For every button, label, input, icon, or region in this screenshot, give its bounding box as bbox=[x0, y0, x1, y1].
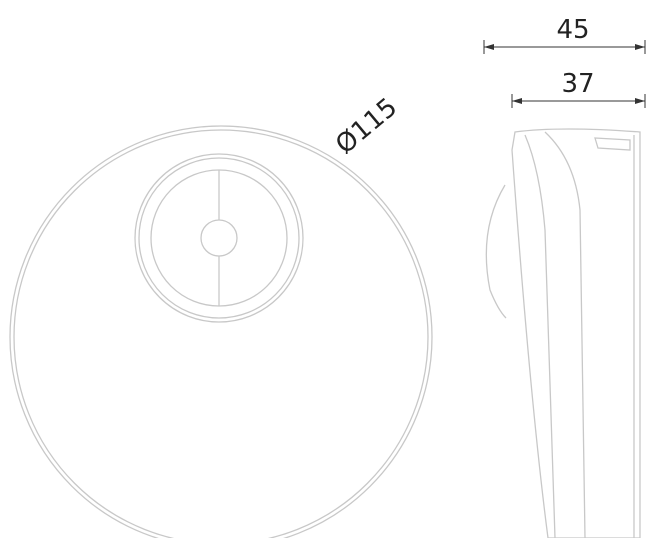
side-body bbox=[511, 128, 641, 538]
front-view bbox=[9, 125, 433, 538]
side-notch bbox=[594, 137, 631, 151]
side-lens bbox=[485, 184, 507, 319]
dimension-37: 37 bbox=[511, 69, 646, 108]
sensor-ring bbox=[134, 153, 304, 323]
outer-circle bbox=[9, 125, 433, 538]
side-view bbox=[485, 128, 641, 538]
outer-circle-inner bbox=[13, 129, 429, 538]
dimension-45: 45 bbox=[483, 15, 646, 54]
sensor-center bbox=[200, 219, 238, 257]
arrow bbox=[635, 44, 645, 50]
depth-label: 37 bbox=[561, 69, 594, 99]
side-edge-2 bbox=[524, 134, 556, 538]
width-label: 45 bbox=[556, 15, 589, 45]
arrow bbox=[512, 98, 522, 104]
diameter-label: Ø115 bbox=[330, 92, 403, 160]
arrow bbox=[635, 98, 645, 104]
arrow bbox=[484, 44, 494, 50]
side-edge bbox=[544, 131, 586, 538]
sensor-ring-inner bbox=[138, 157, 300, 319]
